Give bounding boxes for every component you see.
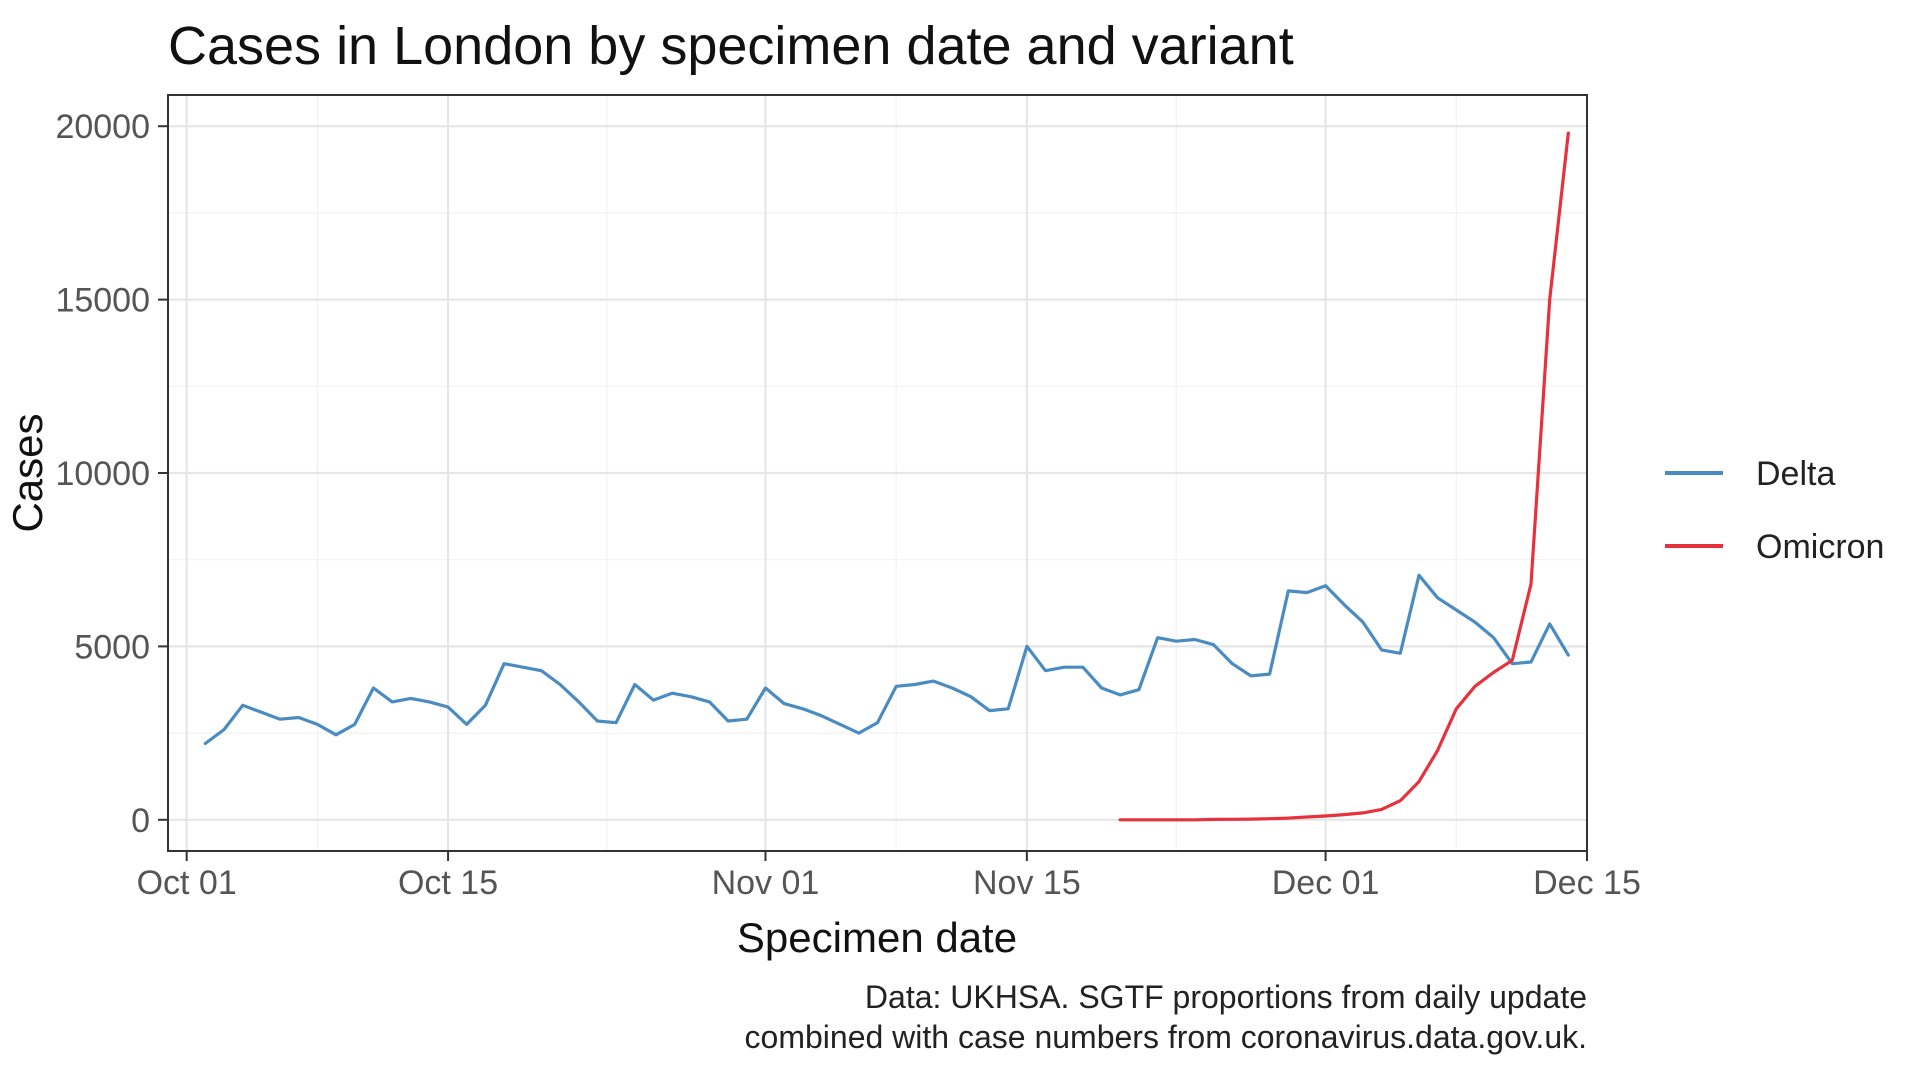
x-tick-label: Nov 01 [712, 864, 820, 902]
y-axis-title: Cases [4, 413, 51, 532]
grid-minor [168, 95, 1587, 851]
x-axis-title: Specimen date [737, 914, 1017, 961]
y-axis: 0 5000 10000 15000 20000 [55, 108, 168, 840]
caption-line-1: Data: UKHSA. SGTF proportions from daily… [865, 979, 1587, 1015]
legend-label-omicron: Omicron [1756, 528, 1884, 566]
y-tick-label: 10000 [55, 455, 150, 493]
y-tick-label: 0 [131, 802, 150, 840]
legend-label-delta: Delta [1756, 455, 1835, 493]
series-layer [203, 131, 1570, 822]
caption-line-2: combined with case numbers from coronavi… [745, 1019, 1587, 1055]
x-tick-label: Dec 15 [1533, 864, 1641, 902]
x-tick-label: Dec 01 [1272, 864, 1380, 902]
y-tick-label: 15000 [55, 282, 150, 320]
x-axis: Oct 01 Oct 15 Nov 01 Nov 15 Dec 01 Dec 15 [137, 851, 1641, 902]
plot-panel [167, 94, 1589, 852]
legend: Delta Omicron [1665, 455, 1884, 566]
chart-title: Cases in London by specimen date and var… [168, 16, 1294, 76]
x-tick-label: Nov 15 [973, 864, 1081, 902]
y-tick-label: 5000 [74, 628, 150, 666]
x-tick-label: Oct 15 [398, 864, 498, 902]
y-tick-label: 20000 [55, 108, 150, 146]
series-line-omicron [1118, 131, 1570, 822]
series-line-delta [203, 573, 1570, 746]
x-tick-label: Oct 01 [137, 864, 237, 902]
